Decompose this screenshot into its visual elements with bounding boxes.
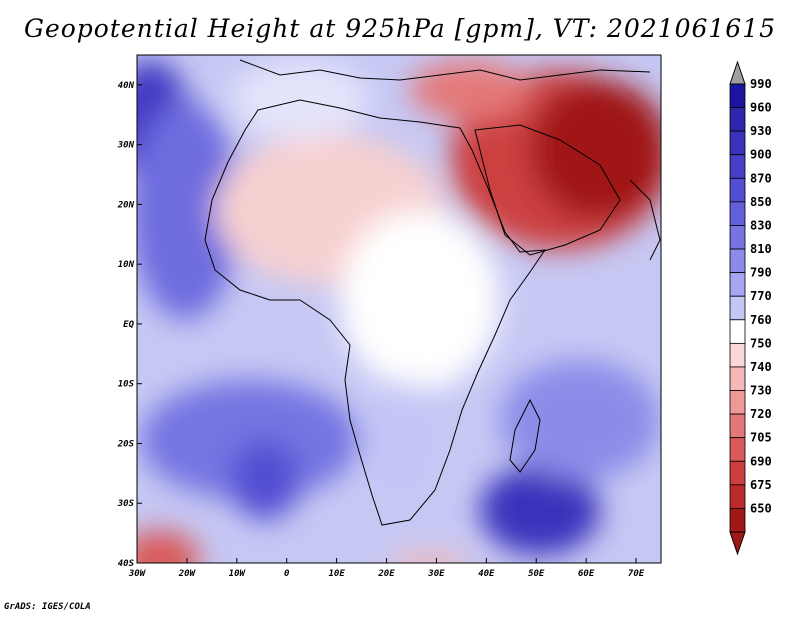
coastlines <box>204 59 661 526</box>
colorbar-swatch <box>729 413 746 439</box>
lat-tick-label: 20S <box>117 439 135 449</box>
lat-tick-label: 40S <box>118 559 135 569</box>
lat-tick-label: EQ <box>123 320 134 330</box>
colorbar-label: 790 <box>750 266 772 280</box>
colorbar-label: 930 <box>750 124 772 138</box>
lat-tick-label: 40N <box>118 81 135 91</box>
latitude-axis: 40N 30N 20N 10N EQ 10S 20S 30S 40S <box>117 81 142 569</box>
plot-frame <box>136 54 662 564</box>
lon-tick-label: 10W <box>229 569 247 579</box>
colorbar-label: 990 <box>750 77 772 91</box>
longitude-axis: 30W 20W 10W 0 10E 20E 30E 40E 50E 60E 70E <box>128 558 645 579</box>
lon-tick-label: 30E <box>427 569 445 579</box>
lat-tick-label: 10S <box>118 380 135 390</box>
colorbar-swatch <box>729 107 746 132</box>
lon-tick-label: 70E <box>628 569 645 579</box>
africa-coastline <box>204 99 547 526</box>
colorbar-top-arrow <box>729 60 746 85</box>
colorbar-swatch <box>729 295 746 321</box>
colorbar-swatch <box>729 366 746 391</box>
lon-tick-label: 30W <box>128 569 147 579</box>
lon-tick-label: 40E <box>478 569 495 579</box>
lon-tick-label: 0 <box>284 569 290 579</box>
arabia-outline <box>474 124 621 256</box>
lat-tick-label: 30N <box>117 141 135 151</box>
colorbar-swatch <box>729 390 746 415</box>
lon-tick-label: 60E <box>578 569 595 579</box>
lat-tick-label: 20N <box>117 200 135 210</box>
colorbar-swatch <box>729 177 746 203</box>
lon-tick-label: 20W <box>178 569 197 579</box>
south-edge-low <box>390 553 470 563</box>
colorbar-label: 760 <box>750 313 772 327</box>
plot-area <box>137 55 661 563</box>
colorbar-swatch <box>729 248 746 274</box>
colorbar-swatch <box>729 201 746 226</box>
colorbar-label: 730 <box>750 384 772 398</box>
colorbar-label: 675 <box>750 478 772 492</box>
europe-coast <box>239 59 651 81</box>
indian-ocean <box>500 360 660 480</box>
colorbar-swatch <box>729 319 746 344</box>
colorbar-swatch <box>729 154 746 179</box>
india-outline <box>629 179 661 261</box>
colorbar-bottom-arrow <box>729 531 746 556</box>
arabia-core-low <box>530 80 661 220</box>
colorbar-swatch <box>729 437 746 462</box>
colorbar-swatch <box>729 225 746 250</box>
lat-tick-label: 10N <box>118 260 135 270</box>
south-africa <box>360 380 440 500</box>
colorbar-label: 770 <box>750 289 772 303</box>
colorbar-label: 750 <box>750 336 772 350</box>
anatolia-low <box>410 60 530 120</box>
colorbar-swatch <box>729 508 746 533</box>
central-africa <box>340 210 500 390</box>
colorbar-label: 830 <box>750 218 772 232</box>
indian-ocean-high <box>480 465 600 555</box>
colorbar-label: 720 <box>750 407 772 421</box>
colorbar-label: 900 <box>750 148 772 162</box>
colorbar-label: 740 <box>750 360 772 374</box>
south-atlantic-core <box>230 440 300 520</box>
colorbar-label: 870 <box>750 171 772 185</box>
colorbar-swatch <box>729 342 746 368</box>
colorbar-label: 705 <box>750 431 772 445</box>
colorbar-swatch <box>729 272 746 297</box>
colorbar-label: 960 <box>750 101 772 115</box>
colorbar: 990 960 930 900 870 850 830 810 790 770 760 750 740 7… <box>729 60 772 556</box>
lon-tick-label: 10E <box>328 569 345 579</box>
lat-tick-label: 30S <box>117 499 135 509</box>
colorbar-swatch <box>729 460 746 486</box>
southwest-low <box>137 530 200 563</box>
madagascar-outline <box>509 398 541 473</box>
map-title: Geopotential Height at 925hPa [gpm], VT:… <box>23 14 777 43</box>
colorbar-swatch <box>729 484 746 509</box>
colorbar-label: 850 <box>750 195 772 209</box>
colorbar-swatch <box>729 130 746 156</box>
grads-credit: GrADS: IGES/COLA <box>4 602 91 612</box>
south-atlantic-high <box>140 380 360 500</box>
lon-tick-label: 20E <box>377 569 395 579</box>
high-atlantic <box>137 100 240 320</box>
lon-tick-label: 50E <box>528 569 545 579</box>
colorbar-label: 690 <box>750 454 772 468</box>
colorbar-label: 810 <box>750 242 772 256</box>
colorbar-swatch <box>729 83 746 108</box>
colorbar-label: 650 <box>750 501 772 515</box>
